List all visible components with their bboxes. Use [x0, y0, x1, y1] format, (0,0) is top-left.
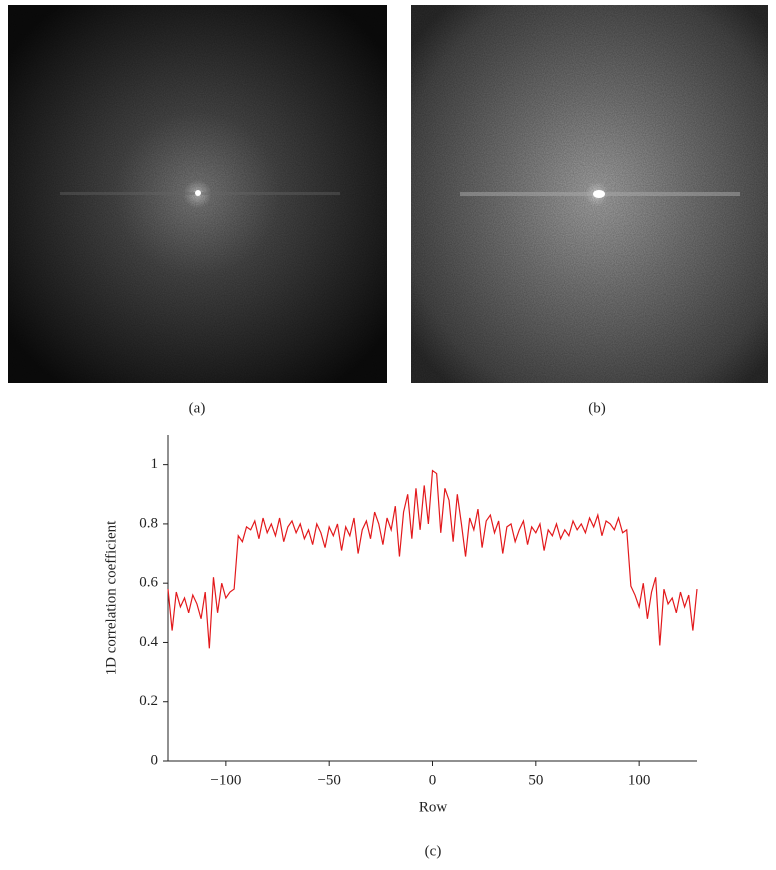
x-tick-label: −100 [210, 772, 241, 788]
image-b [411, 5, 768, 383]
x-tick-label: 50 [528, 772, 543, 788]
x-axis-label: Row [419, 799, 448, 815]
panel-label: (c) [425, 843, 442, 859]
y-tick-label: 0.4 [139, 634, 158, 650]
image-a [8, 5, 387, 383]
y-tick-label: 0 [151, 752, 159, 768]
panel-label: (b) [588, 400, 606, 416]
y-tick-label: 0.6 [139, 575, 158, 591]
y-tick-label: 0.8 [139, 515, 158, 531]
panel-label: (a) [189, 400, 206, 416]
x-tick-label: 0 [429, 772, 437, 788]
x-tick-label: −50 [317, 772, 340, 788]
x-tick-label: 100 [628, 772, 651, 788]
y-axis-label: 1D correlation coefficient [103, 520, 119, 675]
data-line [167, 469, 698, 649]
y-tick-label: 0.2 [139, 693, 158, 709]
y-tick-label: 1 [151, 456, 159, 472]
